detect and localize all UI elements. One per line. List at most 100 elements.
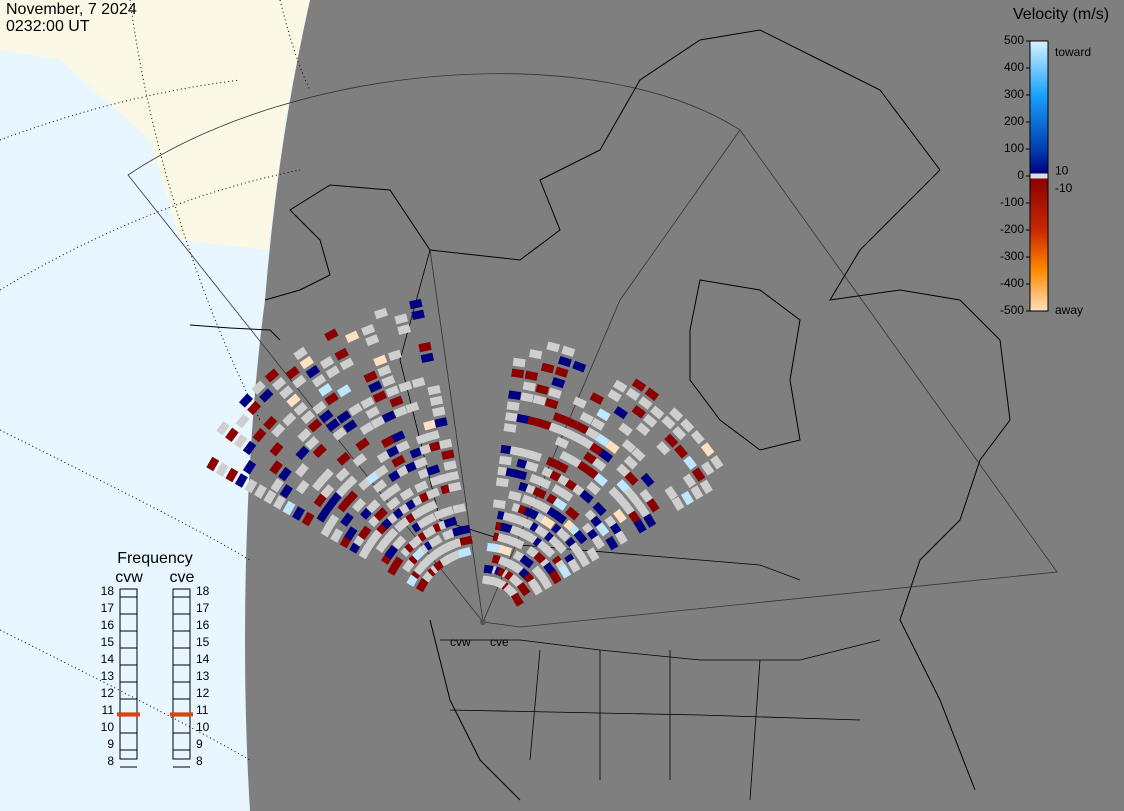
velocity-cell [263,489,277,505]
velocity-cell [387,349,402,361]
frequency-tick-label: 13 [196,669,210,683]
velocity-cell [680,418,695,433]
velocity-cell [535,384,549,395]
velocity-cell [448,481,462,493]
velocity-cell [510,537,525,550]
velocity-cell [438,438,453,450]
velocity-cell [499,522,514,534]
graticule [0,0,311,761]
velocity-cell [345,330,360,343]
velocity-title: Velocity (m/s) [1013,6,1109,23]
velocity-cell [443,460,457,471]
frequency-tick-label: 10 [196,720,210,734]
velocity-cell [635,422,651,437]
velocity-cell [305,435,320,451]
velocity-cell [282,412,297,427]
velocity-cell [616,463,631,478]
velocity-cell [625,387,641,401]
velocity-cell [527,416,541,427]
velocity-cell [638,396,653,410]
velocity-cell [366,499,381,514]
velocity-cell [565,506,580,521]
velocity-cell [395,440,411,453]
velocity-cell [351,498,367,513]
velocity-cell [672,426,687,441]
frequency-tick-label: 17 [101,601,115,615]
velocity-cell [392,535,407,550]
velocity-cell [591,535,605,550]
velocity-cell [420,352,434,364]
velocity-cell [552,497,568,511]
velocity-cell [365,334,380,347]
frequency-title: Frequency [117,550,193,567]
velocity-cell [413,456,428,469]
velocity-cell [671,496,685,511]
velocity-cell [422,512,437,526]
velocity-cell [394,313,409,325]
velocity-tick-label: 500 [1004,33,1024,47]
velocity-cell [592,457,607,472]
velocity-cell [355,437,370,451]
velocity-cell [429,395,444,407]
velocity-cell [425,487,440,500]
velocity-cell [605,440,620,454]
velocity-cell [372,479,388,493]
time: 0232:00 UT [6,18,90,35]
velocity-inner-tick-label: -10 [1055,181,1073,195]
land-outside [0,0,310,250]
night-region [245,0,1124,811]
velocity-cell [614,530,628,545]
velocity-cell [325,418,341,432]
velocity-cell [206,456,220,472]
velocity-inner-tick-label: 10 [1055,163,1069,177]
velocity-cell [253,484,267,499]
velocity-cell [311,477,326,492]
velocity-cell [372,390,387,403]
velocity-cell [415,577,429,593]
velocity-cell [370,415,386,429]
velocity-cell [299,355,314,370]
velocity-cell [282,500,296,516]
velocity-cell [700,461,715,476]
velocity-cell [552,412,567,424]
velocity-cell [508,390,522,401]
velocity-cell [637,504,651,519]
velocity-cell [443,516,458,528]
velocity-cell [643,513,657,528]
velocity-cell [368,380,383,393]
velocity-cell [513,469,528,481]
velocity-cell [335,467,350,482]
velocity-cell [674,444,688,459]
velocity-cell [536,476,552,490]
frequency-tick-label: 18 [101,584,115,598]
velocity-cell [442,528,457,541]
velocity-cell [558,564,572,579]
velocity-cell [343,475,358,490]
velocity-cell [668,407,684,422]
velocity-cell [297,428,312,443]
frequency-tick-label: 15 [196,635,210,649]
velocity-cell [285,365,300,380]
velocity-cell [452,503,466,514]
velocity-cell [307,418,323,433]
velocity-cell [457,547,472,558]
velocity-cell [534,525,549,539]
velocity-cell [381,375,396,387]
velocity-cell [612,379,628,393]
frequency-panel: cvw89101112131415161718cve89101112131415… [101,569,210,768]
velocity-cell [633,519,647,534]
frequency-tick-label: 12 [101,686,115,700]
velocity-tick-label: -100 [1000,195,1024,209]
frequency-tick-label: 14 [101,652,115,666]
velocity-cell [589,392,604,405]
velocity-cell [519,554,534,569]
velocity-tick-label: 200 [1004,114,1024,128]
velocity-cell [312,443,327,459]
velocity-cell [320,484,335,499]
velocity-cell [343,419,358,433]
velocity-cell [432,406,446,417]
velocity-cell [605,535,619,551]
frequency-tick-label: 16 [101,618,115,632]
velocity-cell [484,575,498,586]
velocity-cell [344,526,358,541]
